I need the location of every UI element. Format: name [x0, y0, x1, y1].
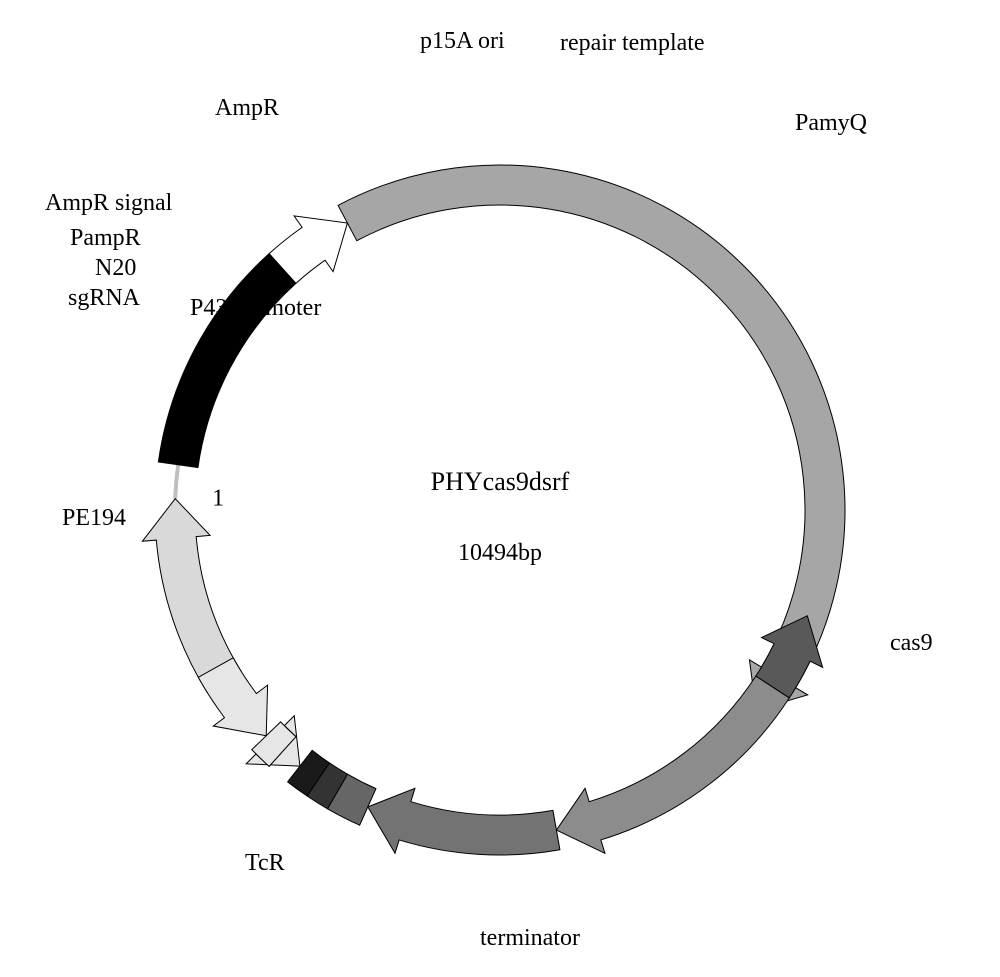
- label-repair: repair template: [560, 30, 705, 56]
- label-pamyq: PamyQ: [795, 110, 867, 136]
- label-n20: N20: [95, 255, 136, 281]
- plasmid-name: PHYcas9dsrf: [431, 467, 570, 496]
- label-sgrna: sgRNA: [68, 285, 141, 311]
- label-p15a: p15A ori: [420, 28, 505, 54]
- label-amprsig: AmpR signal: [45, 190, 173, 216]
- label-p43: P43 promoter: [190, 295, 321, 321]
- label-pampr: PampR: [70, 225, 141, 251]
- label-ampr: AmpR: [215, 95, 279, 121]
- plasmid-map: p15A ori repair template PamyQ cas9 terminat…: [0, 0, 1000, 977]
- plasmid-size: 10494bp: [458, 540, 542, 566]
- label-cas9: cas9: [890, 630, 933, 656]
- origin-marker: 1: [212, 485, 224, 511]
- label-pe194: PE194: [62, 505, 126, 531]
- label-term: terminator: [480, 925, 580, 951]
- label-tcr: TcR: [245, 850, 285, 876]
